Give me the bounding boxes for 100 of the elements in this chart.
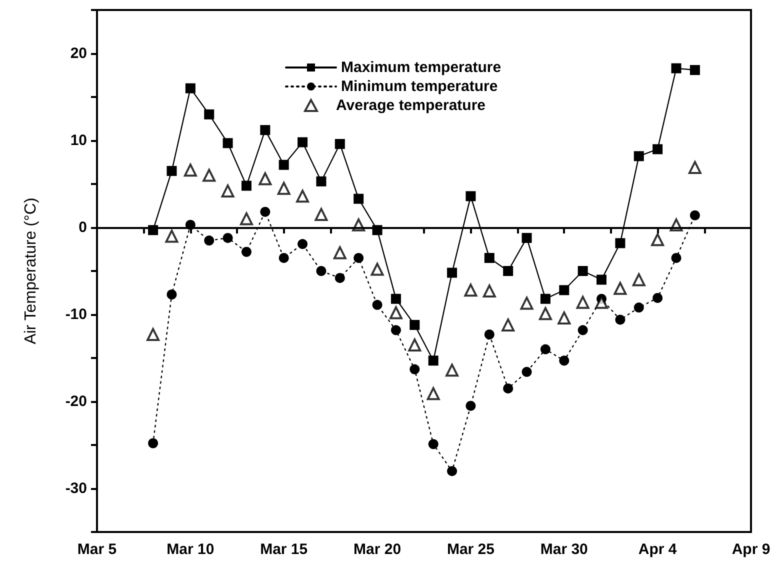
x-tick-label: Mar 20 — [354, 541, 402, 558]
point — [615, 314, 626, 325]
y-axis-title: Air Temperature (°C) — [22, 198, 40, 344]
point — [484, 330, 494, 340]
point — [316, 176, 326, 186]
point — [148, 438, 158, 448]
point — [503, 383, 514, 394]
point — [204, 109, 214, 120]
point — [241, 246, 252, 257]
x-tick-label: Mar 30 — [540, 541, 588, 558]
point — [240, 212, 253, 226]
point — [578, 325, 588, 336]
x-tick-label: Mar 15 — [260, 541, 308, 558]
point — [540, 294, 550, 304]
point — [204, 236, 214, 246]
point — [390, 325, 401, 336]
y-tick-label: -30 — [65, 480, 87, 497]
point — [202, 168, 216, 182]
point — [390, 294, 401, 304]
point — [690, 210, 700, 220]
point — [540, 344, 550, 354]
point — [559, 356, 570, 366]
point — [522, 232, 532, 243]
legend-label: Average temperature — [336, 97, 486, 114]
point — [447, 268, 458, 278]
point — [426, 387, 440, 400]
point — [503, 266, 514, 276]
point — [614, 282, 627, 295]
x-tick-label: Mar 25 — [446, 541, 494, 558]
point — [652, 292, 663, 303]
point — [595, 296, 608, 309]
point — [688, 160, 702, 174]
point — [482, 284, 496, 298]
x-tick-label: Apr 4 — [638, 541, 678, 558]
point — [428, 439, 438, 450]
point — [615, 238, 626, 248]
point — [185, 83, 196, 94]
point — [370, 262, 384, 276]
point — [278, 252, 289, 263]
y-tick-label: 20 — [70, 45, 87, 62]
point — [334, 272, 345, 283]
point — [260, 125, 270, 136]
y-tick-label: -10 — [65, 306, 87, 323]
point — [166, 289, 177, 300]
point — [484, 252, 494, 263]
point — [389, 306, 402, 320]
point — [652, 144, 663, 154]
y-tick-label: 10 — [70, 132, 87, 149]
point — [576, 296, 590, 309]
point — [221, 184, 234, 198]
point — [241, 180, 252, 191]
point — [446, 364, 459, 377]
point — [372, 300, 382, 310]
point — [671, 252, 682, 263]
point — [354, 252, 364, 263]
point — [278, 160, 289, 170]
point — [466, 191, 476, 202]
point — [410, 320, 420, 330]
point — [634, 151, 644, 162]
point — [408, 338, 422, 352]
point — [522, 366, 532, 377]
point — [222, 232, 233, 243]
point — [165, 230, 178, 243]
point — [222, 138, 233, 148]
point — [428, 356, 438, 366]
point — [146, 328, 160, 342]
point — [634, 302, 644, 313]
point — [166, 166, 177, 176]
point — [314, 208, 328, 221]
legend-label: Maximum temperature — [341, 59, 502, 76]
point — [578, 266, 588, 276]
x-tick-label: Apr 9 — [732, 541, 770, 558]
point — [410, 364, 420, 374]
point — [334, 138, 345, 149]
point — [671, 63, 682, 74]
point — [466, 400, 476, 411]
point — [559, 285, 570, 296]
point — [333, 246, 346, 260]
point — [258, 172, 272, 186]
point — [690, 65, 700, 76]
point — [464, 284, 478, 297]
point — [277, 182, 290, 195]
x-tick-label: Mar 5 — [77, 541, 117, 558]
point — [596, 274, 607, 285]
point — [651, 233, 664, 246]
point — [296, 190, 310, 203]
point — [502, 318, 515, 332]
point — [298, 137, 308, 148]
point — [184, 164, 197, 177]
point — [298, 239, 308, 250]
x-tick-label: Mar 10 — [166, 541, 214, 558]
point — [447, 466, 458, 476]
point — [520, 296, 534, 310]
point — [558, 311, 571, 324]
y-tick-label: 0 — [78, 219, 87, 236]
point — [632, 273, 646, 286]
legend-label: Minimum temperature — [341, 78, 498, 95]
point — [354, 194, 364, 204]
y-tick-label: -20 — [65, 393, 87, 410]
point — [316, 266, 326, 276]
